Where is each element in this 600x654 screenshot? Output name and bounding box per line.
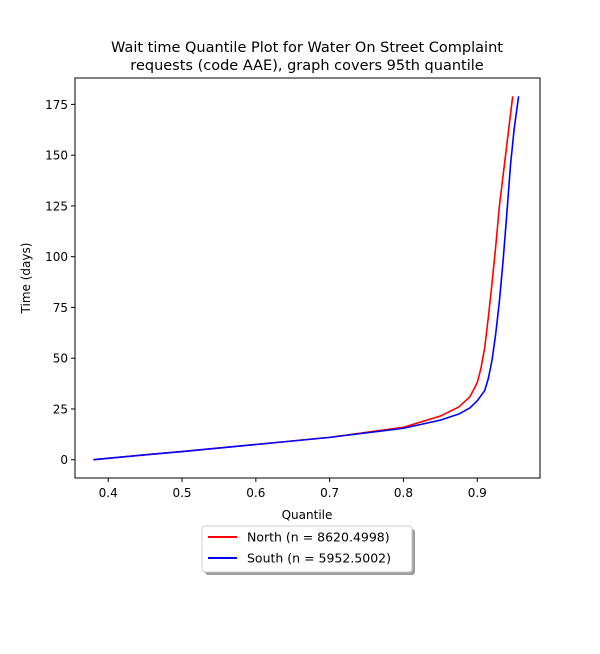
x-tick-label: 0.6: [246, 486, 265, 500]
x-axis-label: Quantile: [282, 508, 333, 522]
x-tick-label: 0.5: [172, 486, 191, 500]
series-line-north: [93, 96, 514, 461]
y-axis: 0 25 50 75 100 125 150 175: [45, 98, 75, 467]
y-tick-label: 25: [53, 402, 68, 416]
y-tick-label: 100: [45, 250, 68, 264]
x-tick-label: 0.8: [394, 486, 413, 500]
series-line-south: [93, 96, 520, 461]
y-tick-label: 75: [53, 301, 68, 315]
legend-label-north: North (n = 8620.4998): [247, 530, 390, 545]
x-tick-label: 0.7: [320, 486, 339, 500]
legend: North (n = 8620.4998) South (n = 5952.50…: [201, 525, 415, 575]
chart-subtitle: requests (code AAE), graph covers 95th q…: [130, 58, 483, 74]
plot-area-frame: [74, 77, 541, 479]
y-tick-label: 0: [60, 453, 68, 467]
chart-title: Wait time Quantile Plot for Water On Str…: [111, 40, 503, 56]
y-axis-label: Time (days): [19, 243, 33, 315]
y-tick-label: 125: [45, 199, 68, 213]
x-axis: 0.4 0.5 0.6 0.7 0.8 0.9: [99, 478, 487, 500]
y-tick-label: 50: [53, 352, 68, 366]
x-tick-label: 0.9: [468, 486, 487, 500]
legend-box: [201, 525, 413, 573]
y-tick-label: 150: [45, 149, 68, 163]
x-tick-label: 0.4: [99, 486, 118, 500]
series-layer: [93, 96, 520, 461]
legend-label-south: South (n = 5952.5002): [247, 551, 391, 566]
y-tick-label: 175: [45, 98, 68, 112]
